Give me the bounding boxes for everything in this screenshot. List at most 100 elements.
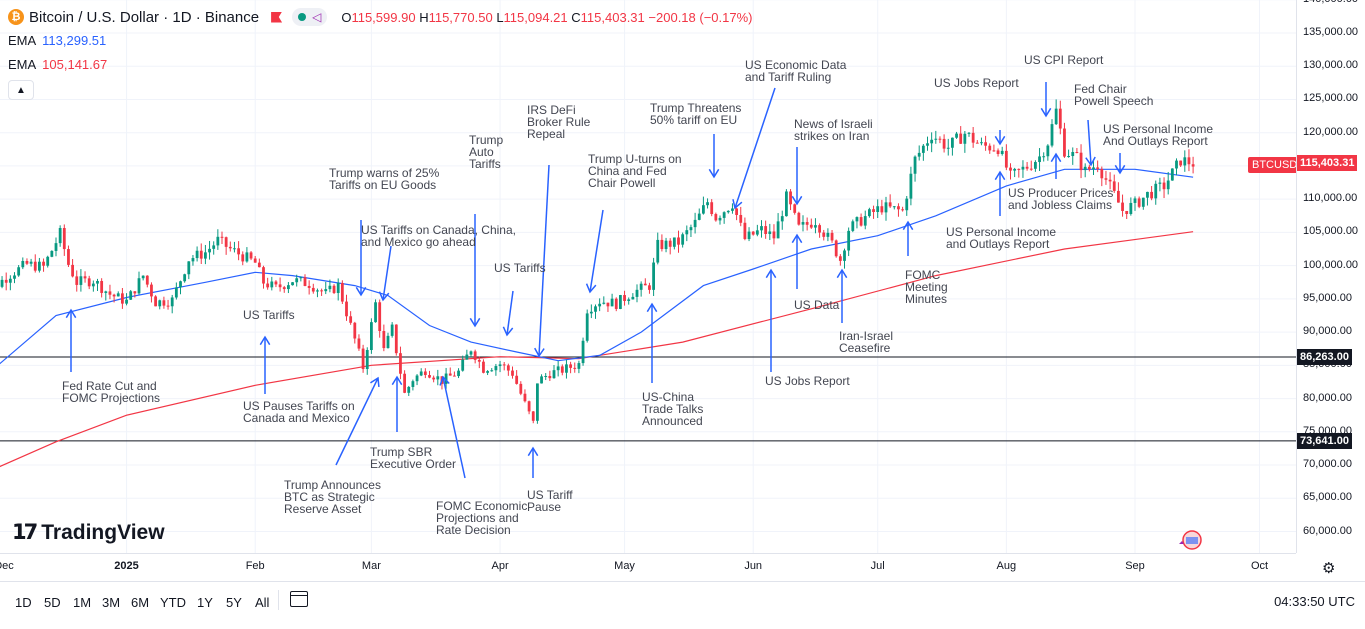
price-tick: 95,000.00: [1303, 291, 1352, 304]
low-value: 115,094.21: [503, 9, 568, 25]
candle-body: [643, 283, 647, 286]
candle-body: [112, 294, 116, 297]
candle-body: [183, 274, 187, 282]
price-tick: 135,000.00: [1303, 26, 1359, 38]
last-price-label: 115,403.31: [1297, 155, 1358, 172]
annotation-arrowhead: [469, 317, 481, 328]
candle-body: [166, 305, 170, 307]
candle-body: [1129, 202, 1133, 215]
time-axis[interactable]: Dec 2025 Feb Mar Apr May Jun Jul Aug Sep Oct: [0, 553, 1296, 581]
candle-body: [1133, 198, 1137, 203]
candle-body: [967, 132, 971, 134]
toolbar-divider: [278, 590, 279, 610]
candle-body: [627, 299, 631, 301]
market-status-pill[interactable]: ◁: [292, 8, 328, 26]
candle-body: [855, 217, 859, 222]
candle-body: [872, 209, 875, 213]
candle-body: [228, 246, 232, 249]
candle-body: [942, 138, 946, 149]
candle-body: [1063, 128, 1066, 157]
candle-body: [299, 277, 303, 279]
candle-body: [419, 371, 423, 376]
collapse-legend-button[interactable]: ▲: [8, 80, 34, 100]
tradingview-logo[interactable]: 𝟭𝟳 TradingView: [12, 520, 165, 545]
gear-icon[interactable]: ⚙: [1322, 560, 1336, 577]
candle-body: [548, 375, 552, 379]
timeframe-button-1m[interactable]: 1M: [73, 595, 92, 610]
flag-icon[interactable]: [271, 11, 283, 23]
grid: [0, 0, 1296, 553]
ema-slow-legend[interactable]: EMA 105,141.67: [8, 56, 108, 72]
symbol-title[interactable]: Bitcoin / U.S. Dollar · 1D · Binance: [29, 8, 260, 26]
candle-body: [519, 383, 523, 394]
candle-body: [154, 296, 157, 307]
candle-body: [21, 260, 25, 268]
candle-body: [531, 411, 535, 421]
annotation-label: US Pauses Tariffs on Canada and Mexico: [243, 399, 355, 425]
ema-fast-value: 113,299.51: [42, 32, 107, 48]
timeframe-button-3m[interactable]: 3M: [102, 595, 121, 610]
candle-body: [199, 250, 203, 259]
candle-body: [1125, 210, 1129, 215]
calendar-icon[interactable]: [290, 591, 308, 607]
candle-body: [963, 133, 967, 144]
annotation-arrowhead: [502, 326, 514, 337]
chart-area[interactable]: ₿ Bitcoin / U.S. Dollar · 1D · Binance ◁…: [0, 0, 1296, 553]
annotation-arrows: [65, 82, 1126, 479]
price-tick: 105,000.00: [1303, 225, 1359, 238]
timeframe-button-5y[interactable]: 5Y: [226, 595, 242, 610]
candle-body: [639, 283, 643, 290]
annotation-arrowhead: [259, 335, 271, 346]
candle-body: [1083, 166, 1087, 171]
candle-body: [789, 191, 792, 205]
annotation-label: US Tariffs: [243, 308, 295, 322]
candle-body: [814, 225, 817, 228]
candle-body: [1017, 168, 1021, 170]
price-chart[interactable]: [0, 0, 1296, 553]
annotation-label: US Data: [794, 298, 840, 312]
candle-body: [1029, 168, 1033, 170]
candle-body: [1166, 180, 1170, 190]
candle-body: [17, 267, 21, 276]
candle-body: [760, 226, 763, 231]
timeframe-button-1d[interactable]: 1D: [15, 595, 32, 610]
candle-body: [768, 231, 772, 235]
symbol-tag: BTCUSD: [1248, 157, 1296, 173]
candle-body: [664, 240, 668, 250]
timeframe-button-5d[interactable]: 5D: [44, 595, 61, 610]
price-tick: 125,000.00: [1303, 92, 1359, 105]
ema-fast-legend[interactable]: EMA 113,299.51: [8, 32, 107, 48]
annotation-arrowhead: [1050, 152, 1062, 163]
clock[interactable]: 04:33:50 UTC: [1274, 594, 1355, 609]
candle-body: [13, 275, 16, 279]
candle-body: [764, 226, 768, 235]
candle-body: [913, 156, 917, 174]
candle-body: [523, 393, 527, 402]
candle-body: [116, 293, 120, 297]
price-axis[interactable]: 140,000.00 135,000.00 130,000.00 125,000.00…: [1296, 0, 1365, 553]
annotation-arrowhead: [765, 268, 777, 279]
time-tick: Jul: [870, 560, 885, 572]
candle-body: [38, 261, 41, 271]
candle-body: [577, 363, 581, 369]
timeframe-button-6m[interactable]: 6M: [131, 595, 150, 610]
candle-body: [0, 279, 4, 287]
annotation-arrowhead: [646, 302, 658, 313]
candle-body: [482, 361, 485, 373]
candle-body: [1146, 191, 1149, 198]
candle-body: [237, 248, 240, 255]
candle-body: [448, 373, 452, 376]
candle-body: [614, 298, 618, 309]
candle-body: [755, 230, 759, 235]
candle-body: [556, 366, 560, 371]
annotation-arrowhead: [1085, 156, 1096, 167]
timeframe-button-1y[interactable]: 1Y: [197, 595, 213, 610]
timeframe-button-ytd[interactable]: YTD: [160, 595, 186, 610]
timeframe-button-all[interactable]: All: [255, 595, 270, 610]
flag-badge-icon[interactable]: [1175, 529, 1205, 551]
annotation-arrowhead: [585, 283, 597, 294]
candle-body: [809, 224, 813, 228]
candle-body: [58, 228, 62, 244]
candle-body: [457, 370, 460, 377]
candle-body: [266, 283, 270, 288]
